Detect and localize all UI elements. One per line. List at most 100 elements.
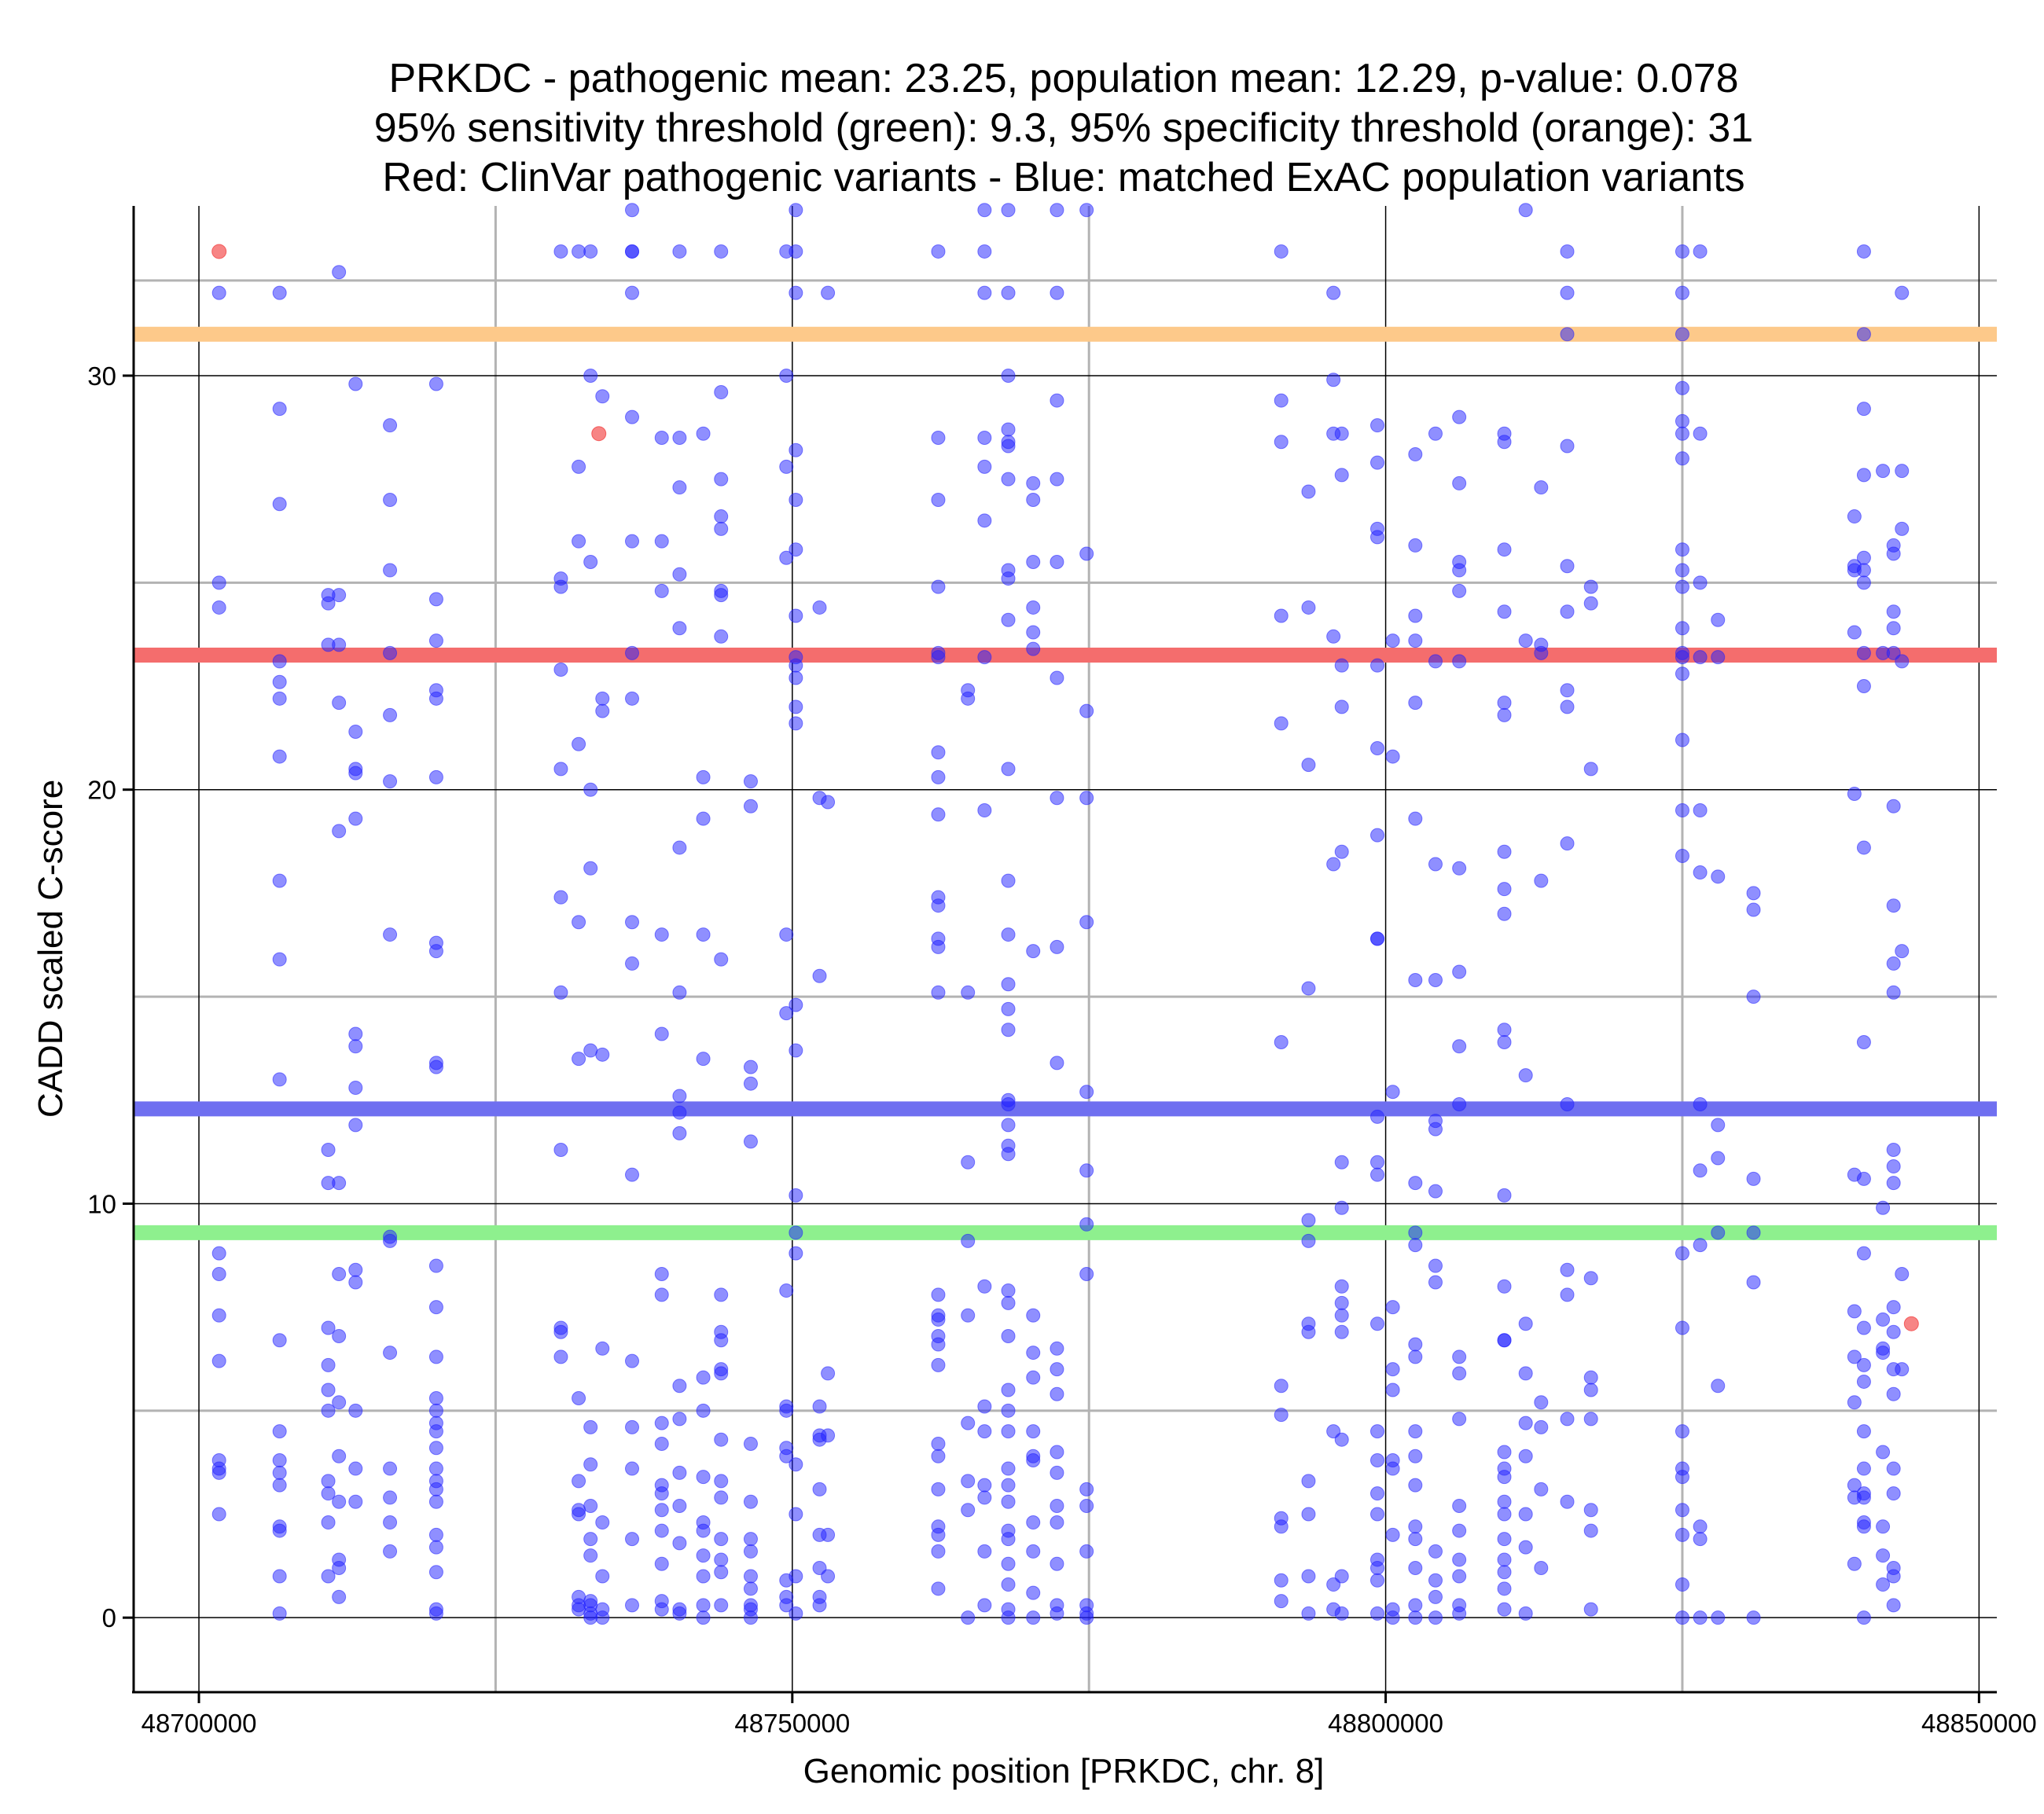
population-point-1-18: [272, 1606, 287, 1621]
population-point-46-3: [1847, 625, 1862, 640]
population-point-44-5: [1711, 1225, 1726, 1240]
population-point-21-19: [931, 1357, 946, 1372]
population-point-41-9: [1583, 1602, 1598, 1617]
population-point-26-15: [1050, 1515, 1064, 1530]
population-point-28-0: [1274, 244, 1289, 259]
population-point-24-5: [1001, 435, 1016, 450]
population-point-2-12: [321, 1569, 336, 1584]
population-point-10-3: [595, 1047, 610, 1062]
population-point-26-3: [1050, 472, 1064, 487]
population-point-24-35: [1001, 1610, 1016, 1625]
population-point-34-17: [1408, 1560, 1423, 1575]
population-point-42-0: [1675, 244, 1689, 259]
population-point-46-6: [1847, 1304, 1862, 1319]
population-point-33-5: [1385, 1383, 1400, 1397]
population-point-43-6: [1693, 1097, 1708, 1112]
population-point-40-5: [1560, 604, 1575, 619]
population-point-24-17: [1001, 1092, 1016, 1107]
population-point-1-17: [272, 1569, 287, 1584]
population-point-23-13: [977, 1544, 992, 1559]
population-point-13-14: [672, 1536, 687, 1551]
population-point-47-21: [1856, 1519, 1871, 1534]
population-point-27-9: [1079, 1482, 1094, 1496]
population-point-49-16: [1886, 1461, 1901, 1476]
population-point-22-5: [961, 1308, 976, 1323]
population-point-35-7: [1428, 1258, 1443, 1273]
population-point-16-8: [743, 1544, 758, 1559]
population-point-45-5: [1746, 1275, 1761, 1290]
population-point-18-14: [789, 1188, 803, 1203]
population-point-36-11: [1452, 1366, 1467, 1381]
population-point-49-8: [1886, 985, 1901, 1000]
population-point-36-9: [1452, 1097, 1467, 1112]
population-point-11-13: [625, 1461, 640, 1476]
population-point-31-11: [1334, 1432, 1349, 1447]
population-point-36-18: [1452, 1606, 1467, 1621]
population-point-27-2: [1079, 703, 1094, 718]
population-point-13-7: [672, 1089, 687, 1103]
population-point-3-8: [332, 1395, 347, 1410]
population-point-40-12: [1560, 1412, 1575, 1427]
population-point-38-2: [1518, 1068, 1533, 1083]
population-point-13-3: [672, 567, 687, 582]
population-point-36-1: [1452, 476, 1467, 490]
population-point-47-9: [1856, 840, 1871, 855]
population-point-17-8: [779, 1403, 794, 1418]
population-point-42-13: [1675, 666, 1689, 681]
population-point-24-27: [1001, 1461, 1016, 1476]
population-point-15-15: [714, 1474, 729, 1489]
population-point-24-25: [1001, 1403, 1016, 1418]
population-point-36-5: [1452, 654, 1467, 669]
population-point-29-9: [1301, 1507, 1316, 1522]
population-point-39-3: [1534, 873, 1549, 888]
population-point-2-10: [321, 1486, 336, 1501]
x-tick-label-1: 48750000: [734, 1709, 850, 1738]
population-point-15-8: [714, 952, 729, 967]
population-point-3-9: [332, 1449, 347, 1463]
population-point-42-22: [1675, 1503, 1689, 1518]
population-point-11-0: [625, 203, 640, 218]
population-point-29-3: [1301, 981, 1316, 996]
population-point-40-10: [1560, 1262, 1575, 1277]
population-point-10-2: [595, 703, 610, 718]
population-point-39-6: [1534, 1482, 1549, 1496]
population-point-1-8: [272, 952, 287, 967]
population-point-31-10: [1334, 1324, 1349, 1339]
population-point-49-1: [1886, 546, 1901, 561]
population-point-42-16: [1675, 848, 1689, 863]
population-point-36-7: [1452, 964, 1467, 979]
population-point-34-7: [1408, 1176, 1423, 1191]
population-point-24-33: [1001, 1577, 1016, 1592]
population-point-1-16: [272, 1523, 287, 1538]
population-point-43-1: [1693, 426, 1708, 441]
population-point-23-12: [977, 1490, 992, 1505]
population-point-9-3: [583, 782, 598, 797]
population-point-6-4: [428, 691, 443, 706]
population-point-3-3: [332, 696, 347, 711]
population-point-37-10: [1497, 1035, 1512, 1050]
population-point-10-1: [595, 691, 610, 706]
population-point-6-11: [428, 1300, 443, 1315]
population-point-28-10: [1274, 1573, 1289, 1588]
population-point-39-5: [1534, 1419, 1549, 1434]
pathogenic-point-1: [591, 426, 607, 442]
population-point-6-20: [428, 1482, 443, 1496]
population-point-14-4: [696, 1052, 711, 1067]
population-point-23-10: [977, 1424, 992, 1439]
population-point-24-1: [1001, 285, 1016, 300]
population-point-27-8: [1079, 1266, 1094, 1281]
population-point-3-13: [332, 1589, 347, 1604]
population-point-42-8: [1675, 563, 1689, 578]
population-point-38-4: [1518, 1366, 1533, 1381]
population-point-1-6: [272, 749, 287, 764]
population-point-48-7: [1876, 1519, 1891, 1534]
population-point-31-9: [1334, 1308, 1349, 1323]
population-point-47-22: [1856, 1610, 1871, 1625]
population-point-32-15: [1370, 1486, 1385, 1501]
population-point-44-2: [1711, 869, 1726, 884]
population-point-12-7: [654, 1416, 669, 1430]
population-point-7-4: [553, 762, 568, 777]
population-point-14-1: [696, 769, 711, 784]
population-point-47-1: [1856, 327, 1871, 342]
population-point-41-1: [1583, 596, 1598, 611]
